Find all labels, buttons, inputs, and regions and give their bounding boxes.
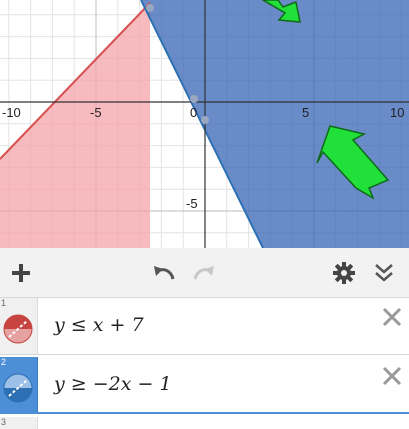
expression-number: 2 xyxy=(1,357,7,367)
x-tick-label: 0 xyxy=(190,105,197,120)
expression-row[interactable]: 3 xyxy=(0,417,409,429)
settings-button[interactable] xyxy=(327,256,361,290)
add-item-button[interactable] xyxy=(4,256,38,290)
arrow-annotation-top xyxy=(261,0,301,23)
double-chevron-down-icon xyxy=(375,264,393,282)
close-icon[interactable] xyxy=(381,365,403,387)
boundary-line-2 xyxy=(140,0,264,248)
x-tick-label: -5 xyxy=(90,105,102,120)
region-y-le-x-plus-7 xyxy=(0,3,150,248)
redo-icon xyxy=(193,266,214,280)
graph-svg[interactable]: -10 -5 0 5 10 -5 xyxy=(0,0,409,248)
expression-toolbar xyxy=(0,248,409,298)
plus-icon xyxy=(12,264,30,282)
undo-icon xyxy=(154,266,175,280)
region-y-ge-neg2x-minus-1 xyxy=(141,0,409,248)
x-tick-label: 10 xyxy=(390,105,404,120)
shade-below-style-icon[interactable] xyxy=(3,314,33,344)
close-icon[interactable] xyxy=(381,306,403,328)
expression-latex[interactable]: y ≥ −2x − 1 xyxy=(54,373,172,395)
shade-above-style-icon[interactable] xyxy=(3,373,33,403)
y-tick-label: -5 xyxy=(186,196,198,211)
gear-icon xyxy=(333,262,355,284)
expression-row[interactable]: 1 y ≤ x + 7 xyxy=(0,298,409,355)
graph-canvas[interactable]: -10 -5 0 5 10 -5 xyxy=(0,0,409,248)
redo-button[interactable] xyxy=(187,256,221,290)
expression-number: 1 xyxy=(1,298,7,308)
boundary-line-1 xyxy=(0,2,151,160)
expression-gutter[interactable]: 2 xyxy=(0,357,38,412)
expression-row[interactable]: 2 y ≥ −2x − 1 xyxy=(0,357,409,414)
x-tick-label: 5 xyxy=(302,105,309,120)
expression-latex[interactable]: y ≤ x + 7 xyxy=(54,314,144,336)
collapse-list-button[interactable] xyxy=(367,256,401,290)
intersection-point[interactable] xyxy=(146,4,154,12)
expression-gutter[interactable]: 3 xyxy=(0,417,38,429)
expression-gutter[interactable]: 1 xyxy=(0,298,38,354)
intercept-point-x[interactable] xyxy=(190,95,198,103)
x-tick-label: -10 xyxy=(2,105,21,120)
expression-number: 3 xyxy=(1,417,7,427)
undo-button[interactable] xyxy=(147,256,181,290)
intercept-point-y[interactable] xyxy=(201,116,209,124)
arrow-annotation-right xyxy=(316,125,390,200)
